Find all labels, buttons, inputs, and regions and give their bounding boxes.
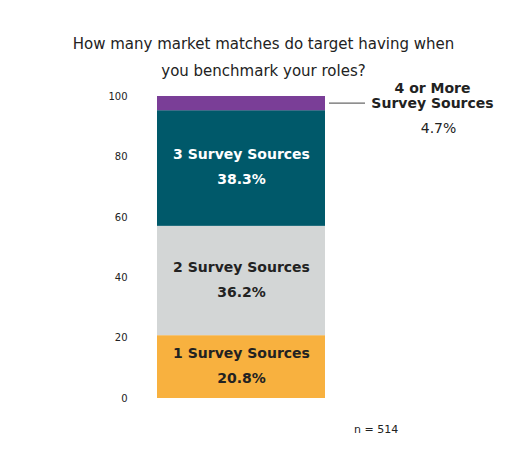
svg-text:80: 80 (115, 151, 128, 162)
svg-text:2 Survey Sources: 2 Survey Sources (173, 259, 310, 275)
svg-text:100: 100 (108, 91, 127, 102)
svg-text:60: 60 (115, 212, 128, 223)
svg-text:3 Survey Sources: 3 Survey Sources (173, 146, 310, 162)
svg-text:36.2%: 36.2% (217, 284, 266, 300)
html-text:n = 514: n = 514 (354, 423, 399, 436)
html-text:How many market matches do tar: How many market matches do target having… (72, 35, 455, 80)
svg-text:0: 0 (121, 393, 127, 404)
svg-text:20: 20 (115, 332, 128, 343)
svg-text:4 or MoreSurvey Sources: 4 or MoreSurvey Sources (371, 80, 493, 111)
svg-text:1 Survey Sources: 1 Survey Sources (173, 345, 310, 361)
svg-text:40: 40 (115, 272, 128, 283)
svg-text:38.3%: 38.3% (217, 171, 266, 187)
svg-text:4.7%: 4.7% (421, 120, 457, 136)
svg-text:20.8%: 20.8% (217, 370, 266, 386)
